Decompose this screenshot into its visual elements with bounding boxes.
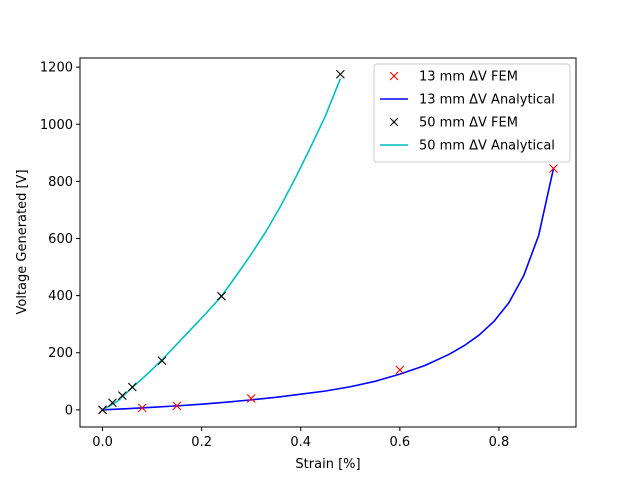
x-axis: 0.0 0.2 0.4 0.6 0.8 (92, 427, 509, 450)
data-point-series-1 (549, 164, 558, 173)
data-point-series-1 (395, 365, 405, 375)
data-point-series-3 (117, 391, 127, 400)
y-tick-label: 1200 (40, 61, 73, 76)
plot-frame (79, 57, 577, 428)
y-tick-label: 0 (65, 403, 73, 418)
y-tick-label: 400 (48, 289, 73, 304)
data-point-series-3 (127, 382, 137, 392)
legend-label: 13 mm ΔV FEM (419, 70, 518, 85)
x-axis-label: Strain [%] (295, 457, 360, 472)
data-point-series-3 (335, 69, 345, 79)
x-tick-label: 0.8 (489, 435, 510, 450)
legend-box (373, 63, 571, 163)
data-point-series-3 (217, 291, 226, 301)
legend: 13 mm ΔV FEM 13 mm ΔV Analytical 50 mm ΔV … (373, 63, 571, 163)
data-point-series-3 (157, 356, 167, 366)
data-point-series-3 (108, 398, 117, 408)
series-line-2 (102, 168, 555, 411)
y-tick-label: 800 (48, 175, 73, 190)
x-tick-label: 0.6 (390, 435, 411, 450)
data-point-series-1 (246, 394, 256, 403)
data-point-series-3 (98, 405, 107, 415)
legend-label: 50 mm ΔV FEM (419, 116, 518, 131)
y-axis-label: Voltage Generated [V] (15, 169, 30, 314)
x-tick-label: 0.0 (92, 435, 113, 450)
y-tick-label: 200 (48, 346, 73, 361)
x-tick-label: 0.2 (191, 435, 212, 450)
y-axis: 0 200 400 600 800 1000 1200 (40, 61, 80, 418)
plot-area (98, 69, 558, 415)
y-tick-label: 1000 (40, 118, 73, 133)
x-tick-label: 0.4 (290, 435, 311, 450)
y-tick-label: 600 (48, 232, 73, 247)
legend-swatch-marker (389, 71, 399, 81)
data-point-series-1 (137, 403, 147, 413)
legend-swatch-marker (389, 117, 399, 127)
legend-label: 50 mm ΔV Analytical (419, 139, 555, 154)
data-point-series-1 (172, 401, 182, 411)
legend-label: 13 mm ΔV Analytical (419, 93, 555, 108)
